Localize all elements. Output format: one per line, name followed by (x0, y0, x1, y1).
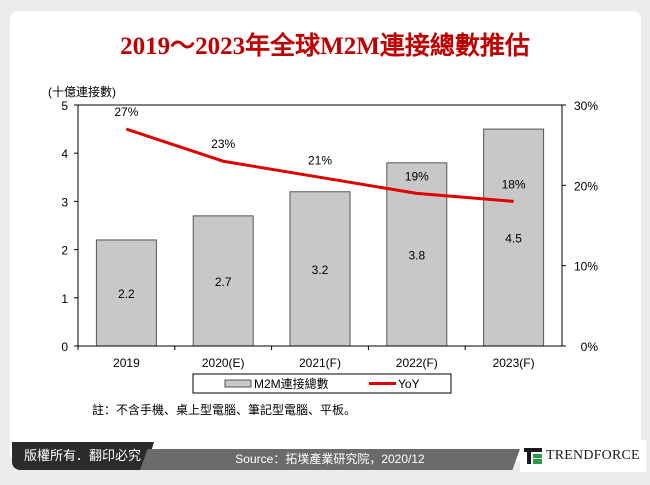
trendforce-logo: TRENDFORCE (520, 440, 646, 472)
bar-label: 2.2 (118, 287, 135, 301)
y-tick-label: 1 (61, 292, 68, 306)
y-tick-label: 2 (61, 244, 68, 258)
bar-2021(F) (289, 191, 351, 347)
x-tick-label: 2019 (113, 356, 140, 370)
yoy-label: 19% (405, 169, 429, 183)
bar-label: 2.7 (215, 275, 232, 289)
y-tick-label: 4 (61, 147, 68, 161)
x-tick-label: 2023(F) (493, 356, 535, 370)
legend-bar-label: M2M連接總數 (254, 376, 329, 391)
yoy-label: 18% (502, 177, 526, 191)
y2-tick-label: 30% (574, 99, 598, 113)
copyright-banner: 版權所有．翻印必究 (12, 442, 154, 470)
y2-tick-label: 10% (574, 260, 598, 274)
legend-bar-swatch (224, 379, 252, 388)
y-tick-label: 5 (61, 99, 68, 113)
y2-tick-label: 0% (581, 340, 599, 354)
bar-2019 (95, 239, 157, 347)
footnote: 註：不含手機、桌上型電腦、筆記型電腦、平板。 (92, 403, 357, 417)
trendforce-logo-icon (524, 448, 542, 464)
bar-2023(F) (483, 128, 545, 347)
y-axis-title: (十億連接數) (48, 84, 116, 99)
plot-frame (77, 104, 563, 347)
legend-box (192, 373, 452, 394)
y-tick-label: 3 (61, 195, 68, 209)
y2-tick-label: 20% (574, 179, 598, 193)
legend-line-label: YoY (398, 377, 420, 391)
bar-label: 3.8 (408, 248, 425, 262)
bar-label: 4.5 (505, 232, 522, 246)
logo-text: TRENDFORCE (546, 448, 640, 463)
yoy-label: 21% (308, 153, 332, 167)
yoy-label: 27% (114, 105, 138, 119)
y-tick-label: 0 (61, 340, 68, 354)
x-tick-label: 2020(E) (202, 356, 245, 370)
chart-title: 2019～2023年全球M2M連接總數推估 (120, 33, 530, 60)
x-tick-label: 2022(F) (396, 356, 438, 370)
source-banner: Source：拓墣產業研究院，2020/12 (140, 449, 520, 470)
x-tick-label: 2021(F) (299, 356, 341, 370)
bar-2020(E) (192, 215, 254, 347)
bar-label: 3.2 (312, 263, 329, 277)
yoy-label: 23% (211, 137, 235, 151)
